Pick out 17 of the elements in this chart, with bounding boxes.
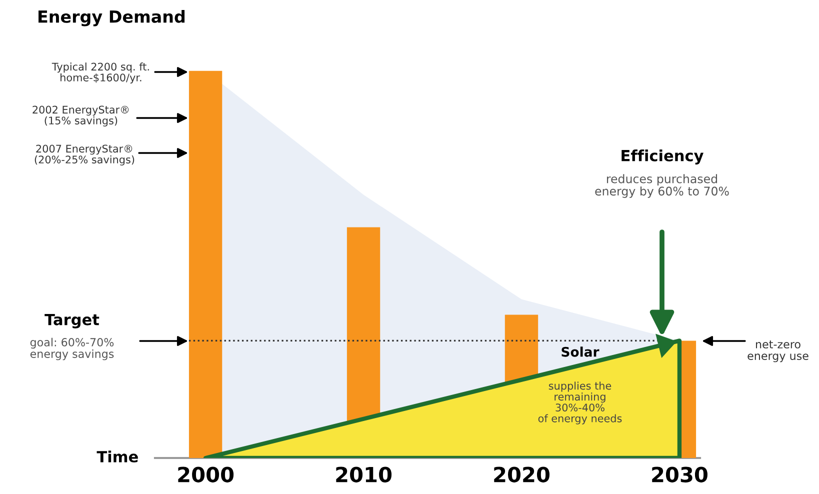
text: 2002 EnergyStar® (15% savings) — [32, 106, 129, 126]
x-tick-label: 2010 — [336, 466, 392, 482]
x-tick-label: 2020 — [494, 466, 550, 482]
x-tick-label: 2030 — [652, 466, 708, 482]
x-axis-title: Time — [96, 450, 138, 462]
annotation: Efficiency — [622, 150, 704, 164]
x-tick-label: 2000 — [178, 466, 234, 482]
text: Typical 2200 sq. ft. home-$1600/yr. — [52, 62, 149, 84]
bar — [188, 70, 222, 458]
annotation: Solar — [562, 346, 600, 357]
text: Target — [44, 314, 100, 328]
text: goal: 60%-70% energy savings — [30, 338, 114, 360]
chart-title: Energy Demand — [38, 10, 185, 26]
text: 2007 EnergyStar® (20%-25% savings) — [34, 144, 134, 166]
annotation: supplies the remaining 30%-40% of energy needs — [538, 382, 622, 424]
annotation: reduces purchased energy by 60% to 70% — [595, 174, 729, 198]
text: net-zero energy use — [748, 340, 808, 362]
